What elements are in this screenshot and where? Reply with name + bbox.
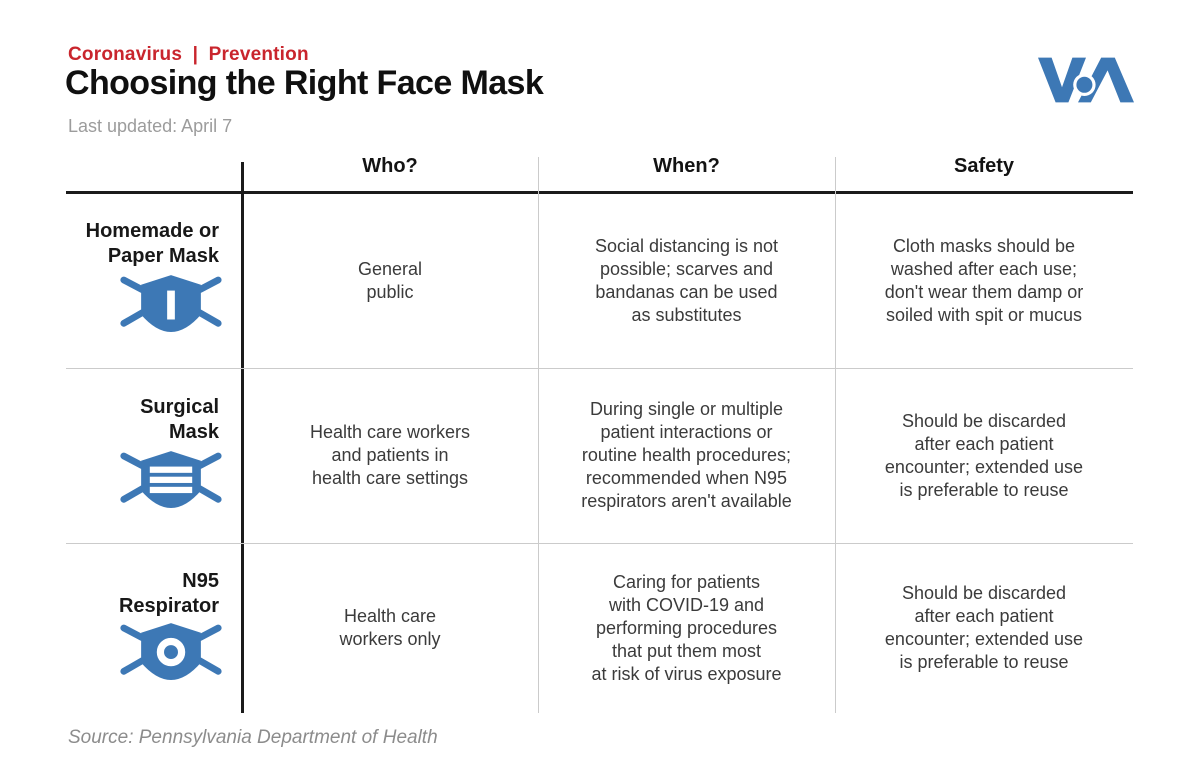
row-label-surgical: Surgical Mask [140, 396, 219, 443]
column-header-who: Who? [362, 155, 418, 177]
column-divider-1 [538, 157, 539, 713]
row-divider-1 [66, 368, 1133, 369]
cell-surgical-when: During single or multiple patient intera… [581, 399, 792, 511]
voa-logo-icon [1038, 57, 1134, 103]
cell-n95-who: Health care workers only [339, 606, 441, 649]
last-updated-text: Last updated: April 7 [68, 116, 233, 136]
cell-surgical-who: Health care workers and patients in heal… [309, 422, 471, 488]
table-divider-vertical [241, 162, 244, 713]
column-divider-2 [835, 157, 836, 713]
row-label-n95: N95 Respirator [118, 570, 219, 617]
cell-surgical-safety: Should be discarded after each patient e… [884, 410, 1084, 500]
category-breadcrumb: Coronavirus | Prevention [68, 44, 309, 65]
column-header-safety: Safety [953, 155, 1015, 177]
cell-homemade-safety: Cloth masks should be washed after each … [884, 235, 1084, 325]
source-attribution: Source: Pennsylvania Department of Healt… [68, 727, 438, 748]
n95-mask-icon [118, 620, 224, 688]
surgical-mask-icon [118, 448, 224, 516]
cell-n95-safety: Should be discarded after each patient e… [884, 583, 1084, 672]
row-divider-2 [66, 543, 1133, 544]
column-header-when: When? [653, 155, 720, 177]
cell-homemade-who: General public [357, 258, 423, 302]
cell-homemade-when: Social distancing is not possible; scarv… [594, 235, 779, 325]
homemade-mask-icon [118, 272, 224, 340]
row-label-homemade: Homemade or Paper Mask [85, 220, 219, 267]
page-title: Choosing the Right Face Mask [65, 64, 544, 102]
cell-n95-when: Caring for patients with COVID-19 and pe… [591, 571, 782, 684]
table-header-underline [66, 191, 1133, 194]
